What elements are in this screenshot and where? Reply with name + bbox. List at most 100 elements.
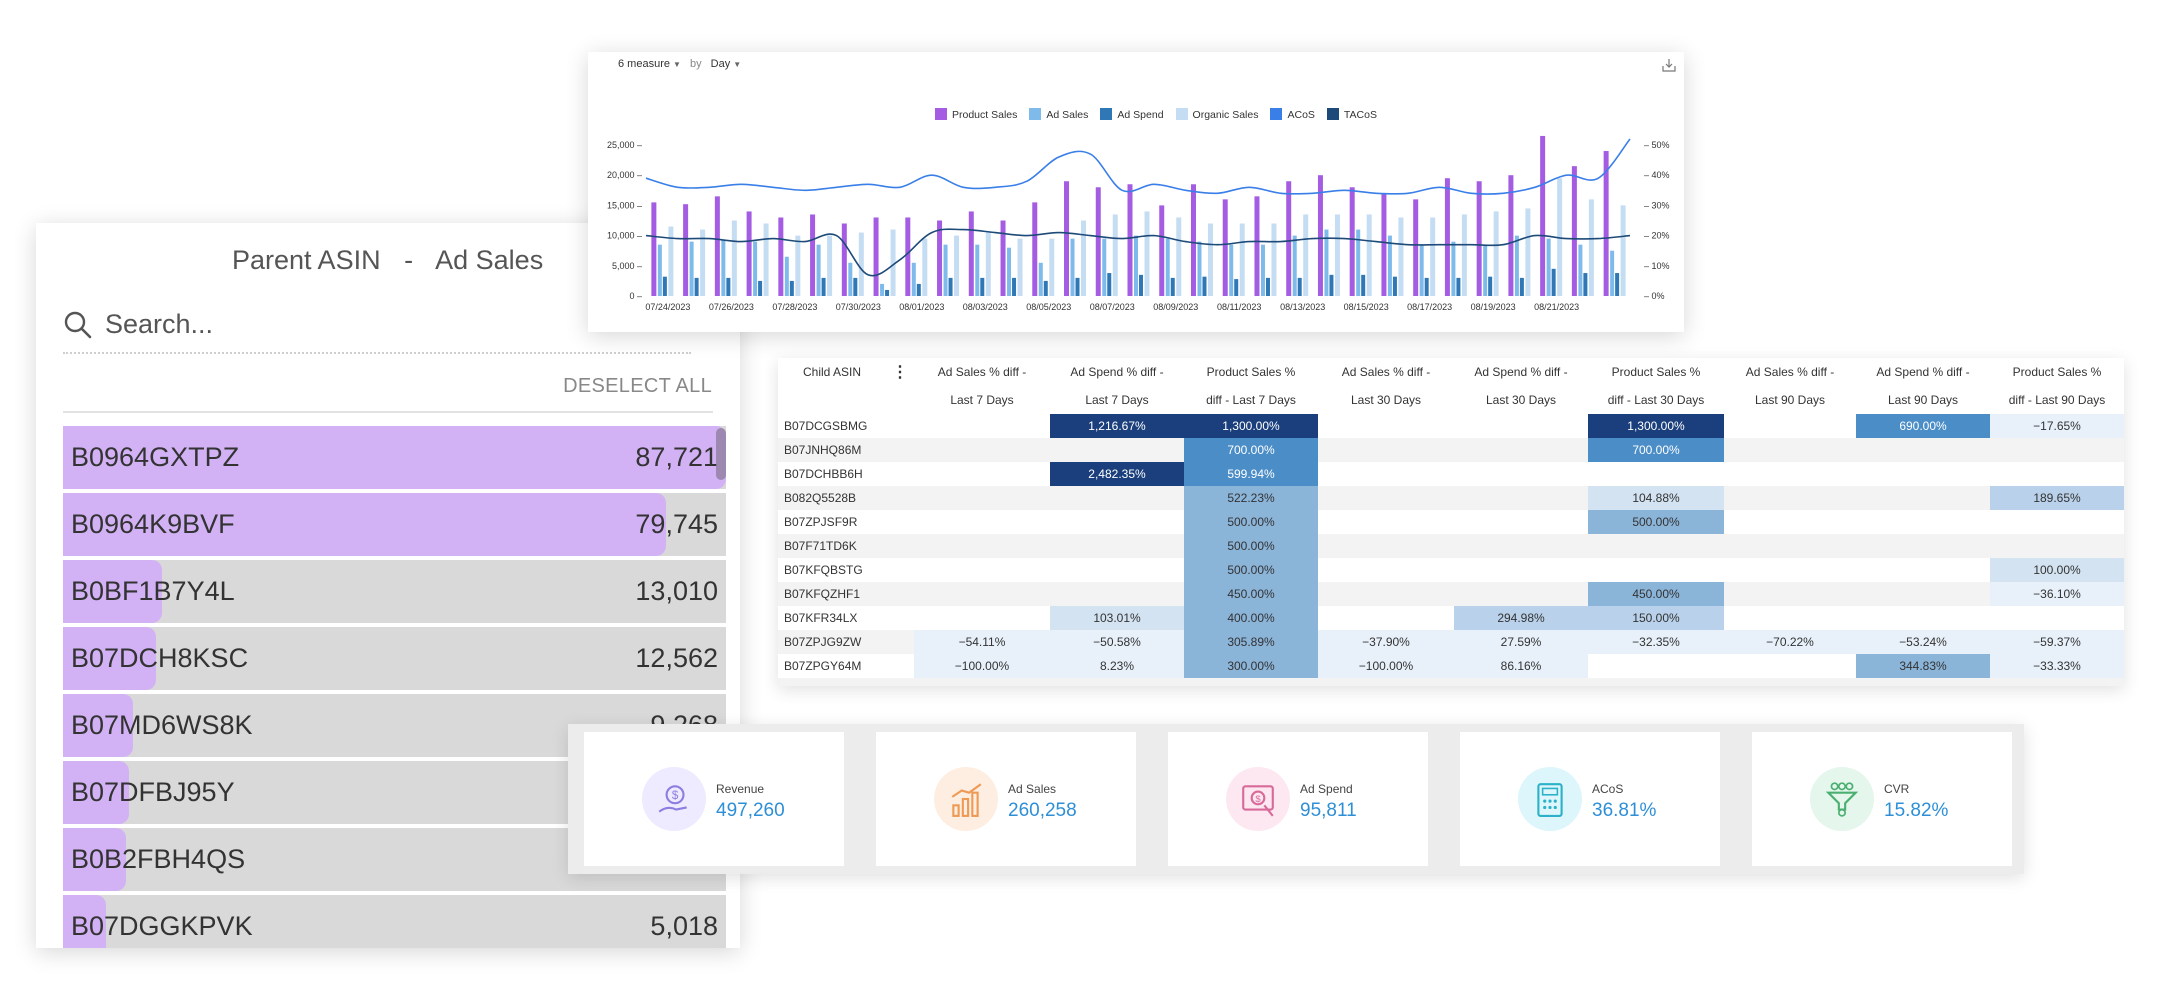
- column-header[interactable]: Product Sales %: [2012, 365, 2102, 379]
- scrollbar-thumb[interactable]: [716, 428, 726, 480]
- column-header[interactable]: Ad Spend % diff -: [1474, 365, 1568, 379]
- column-header[interactable]: Ad Spend % diff -: [1070, 365, 1164, 379]
- asin-list-item[interactable]: B0BF1B7Y4L 13,010: [63, 560, 726, 623]
- bar-ad-sales: [1070, 238, 1075, 296]
- metric-cell: [1724, 462, 1856, 486]
- bar-product-sales: [1064, 181, 1070, 296]
- legend-item[interactable]: Ad Spend: [1100, 108, 1164, 121]
- kpi-label: CVR: [1884, 782, 1910, 796]
- y-axis-right-tick-label: – 50%: [1644, 140, 1670, 150]
- bar-product-sales: [1381, 193, 1387, 296]
- table-row[interactable]: B07ZPGY64M −100.00% 8.23% 300.00% −100.00% 86…: [778, 654, 2124, 678]
- column-header-child-asin[interactable]: Child ASIN: [802, 365, 862, 379]
- column-header[interactable]: Product Sales %: [1206, 365, 1296, 379]
- metric-cell: −33.33%: [1990, 654, 2124, 678]
- bar-product-sales: [714, 196, 720, 296]
- legend-item[interactable]: TACoS: [1326, 108, 1377, 121]
- table-row[interactable]: B07DCHBB6H 2,482.35% 599.94%: [778, 462, 2124, 486]
- table-row[interactable]: B082Q5528B 522.23% 104.88% 189.65%: [778, 486, 2124, 510]
- bar-ad-sales: [1165, 238, 1170, 296]
- bar-ad-sales: [975, 244, 980, 296]
- asin-list-item[interactable]: B07DCH8KSC 12,562: [63, 627, 726, 690]
- bar-ad-sales: [1260, 244, 1265, 296]
- chevron-down-icon: ▼: [733, 60, 742, 69]
- bar-ad-spend: [1456, 277, 1461, 296]
- kpi-card-ad-sales[interactable]: Ad Sales 260,258: [876, 732, 1136, 866]
- asin-list-item[interactable]: B0964GXTPZ 87,721: [63, 426, 726, 489]
- kpi-card-acos[interactable]: ACoS 36.81%: [1460, 732, 1720, 866]
- table-row[interactable]: B07KFR34LX 103.01% 400.00% 294.98% 150.00%: [778, 606, 2124, 630]
- kpi-card-ad-spend[interactable]: $ Ad Spend 95,811: [1168, 732, 1428, 866]
- download-icon[interactable]: [1662, 58, 1676, 72]
- table-row[interactable]: B07DCGSBMG 1,216.67% 1,300.00% 1,300.00% 690…: [778, 414, 2124, 438]
- column-header[interactable]: Ad Sales % diff -: [1341, 365, 1431, 379]
- legend-item[interactable]: Ad Sales: [1029, 108, 1088, 121]
- x-axis-tick-label: 08/01/2023: [899, 302, 944, 312]
- metric-cell: 294.98%: [1454, 606, 1588, 630]
- table-row[interactable]: B07F71TD6K 500.00%: [778, 534, 2124, 558]
- bar-ad-sales: [1324, 229, 1329, 296]
- column-header-subtitle: Last 90 Days: [1887, 393, 1959, 407]
- metric-cell: [1050, 438, 1184, 462]
- child-asin-cell: B07DCHBB6H: [784, 467, 863, 481]
- column-header[interactable]: Ad Spend % diff -: [1876, 365, 1970, 379]
- asin-list-item[interactable]: B07DGGKPVK 5,018: [63, 895, 726, 948]
- legend-label: Ad Sales: [1046, 109, 1089, 121]
- bar-product-sales: [810, 214, 816, 296]
- kpi-card-revenue[interactable]: $ Revenue 497,260: [584, 732, 844, 866]
- table-row[interactable]: B07ZPJSF9R 500.00% 500.00%: [778, 510, 2124, 534]
- legend-item[interactable]: Organic Sales: [1175, 108, 1258, 121]
- table-row[interactable]: [778, 678, 2124, 686]
- table-row[interactable]: B07JNHQ86M 700.00% 700.00%: [778, 438, 2124, 462]
- x-axis-tick-label: 08/07/2023: [1090, 302, 1135, 312]
- bar-ad-spend: [1519, 277, 1524, 296]
- column-header[interactable]: Product Sales %: [1611, 365, 1701, 379]
- bar-ad-sales: [1292, 235, 1297, 296]
- column-header-subtitle: [778, 386, 886, 414]
- bar-product-sales: [746, 211, 752, 296]
- table-row[interactable]: B07ZPJG9ZW −54.11% −50.58% 305.89% −37.90% 27…: [778, 630, 2124, 654]
- metric-cell: [1724, 414, 1856, 438]
- table-row[interactable]: B07KFQBSTG 500.00% 100.00%: [778, 558, 2124, 582]
- bar-ad-spend: [1488, 276, 1493, 296]
- metric-cell: [1990, 606, 2124, 630]
- metric-cell: 1,216.67%: [1050, 414, 1184, 438]
- metric-cell: 700.00%: [1588, 438, 1724, 462]
- search-input[interactable]: Search...: [63, 300, 691, 354]
- measure-dropdown[interactable]: 6 measure ▼: [618, 58, 681, 70]
- granularity-dropdown[interactable]: Day ▼: [710, 58, 742, 70]
- y-axis-left-tick-label: 25,000 –: [607, 140, 642, 150]
- metric-cell: [1050, 582, 1184, 606]
- column-header[interactable]: ⋮: [886, 358, 914, 386]
- metric-cell: [1724, 654, 1856, 678]
- legend-item[interactable]: ACoS: [1270, 108, 1315, 121]
- table-row[interactable]: B07KFQZHF1 450.00% 450.00% −36.10%: [778, 582, 2124, 606]
- asin-label: B07DFBJ95Y: [71, 777, 235, 807]
- metric-cell: [886, 486, 914, 510]
- asin-list-item[interactable]: B0964K9BVF 79,745: [63, 493, 726, 556]
- column-menu-icon[interactable]: ⋮: [892, 364, 908, 381]
- panel-title: Parent ASIN - Ad Sales: [232, 245, 559, 276]
- deselect-all-button[interactable]: DESELECT ALL: [563, 375, 712, 397]
- legend-item[interactable]: Product Sales: [935, 108, 1017, 121]
- bar-organic-sales: [1271, 223, 1277, 296]
- kpi-card-cvr[interactable]: CVR 15.82%: [1752, 732, 2012, 866]
- bar-organic-sales: [1334, 214, 1340, 296]
- legend-swatch: [1175, 108, 1188, 120]
- bar-organic-sales: [1588, 199, 1594, 296]
- metric-cell: [1454, 414, 1588, 438]
- x-axis-tick-label: 08/15/2023: [1344, 302, 1389, 312]
- value-bar: [63, 426, 726, 489]
- metric-cell: [914, 438, 1050, 462]
- bar-organic-sales: [985, 232, 991, 296]
- metric-cell: [1588, 654, 1724, 678]
- bar-product-sales: [1286, 181, 1292, 296]
- column-header[interactable]: Ad Sales % diff -: [937, 365, 1027, 379]
- metric-cell: 400.00%: [1184, 606, 1318, 630]
- bar-organic-sales: [1493, 211, 1499, 296]
- column-header[interactable]: Ad Sales % diff -: [1745, 365, 1835, 379]
- metric-cell: [1990, 462, 2124, 486]
- bar-ad-spend: [1329, 274, 1334, 296]
- bar-ad-spend: [1075, 277, 1080, 296]
- metric-cell: [1318, 606, 1454, 630]
